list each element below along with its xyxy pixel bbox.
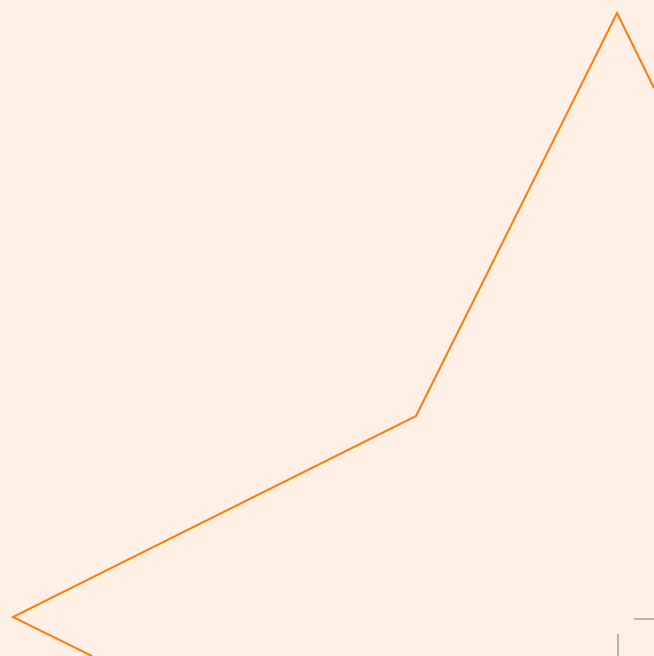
star-outline xyxy=(10,10,654,656)
